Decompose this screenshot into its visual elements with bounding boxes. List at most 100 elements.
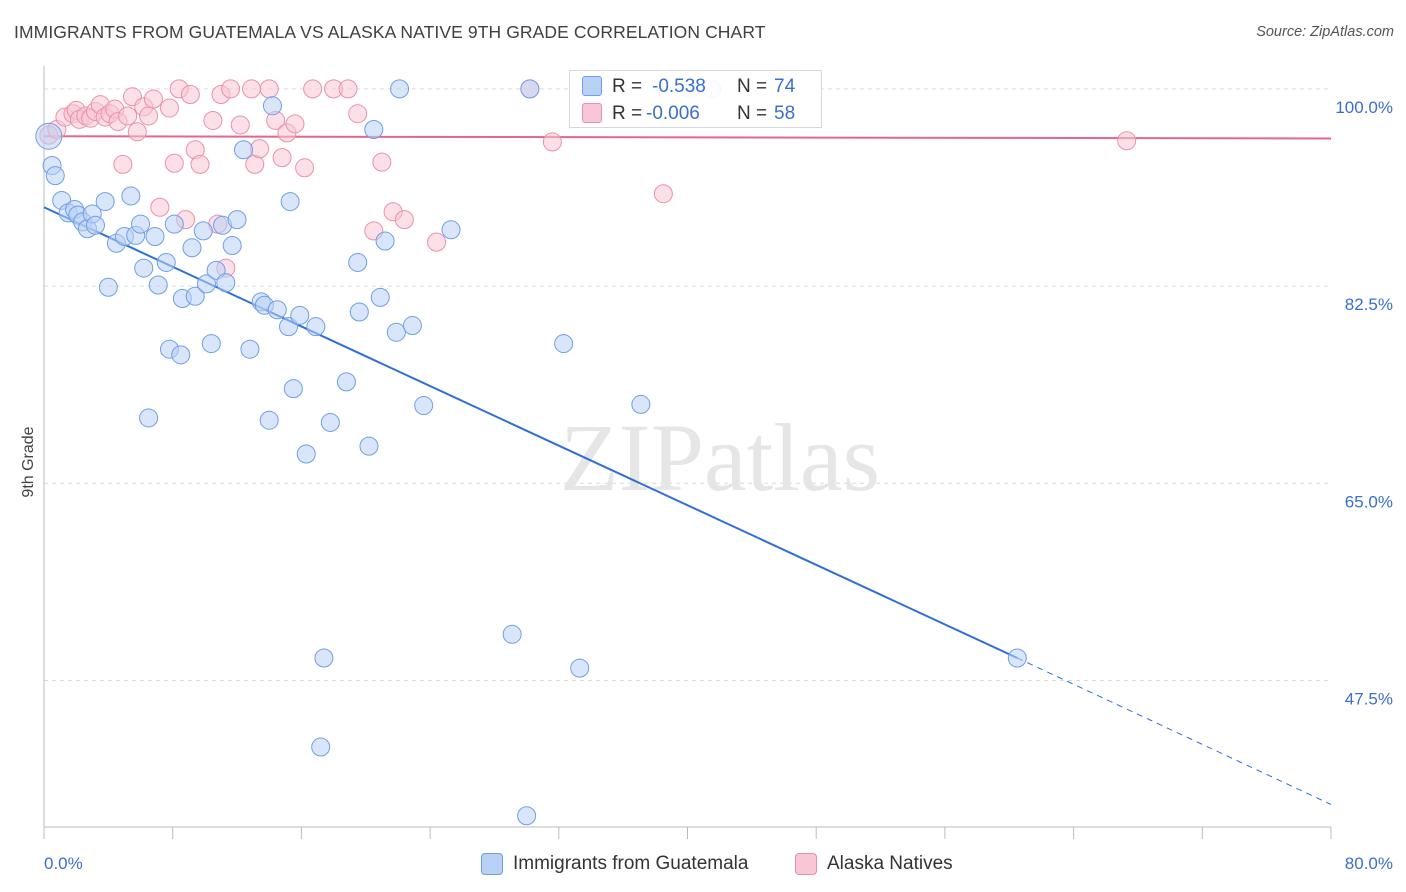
series-legend: Immigrants from Guatemala Alaska Natives <box>0 850 1406 878</box>
trend-line-guatemala-extension <box>1017 657 1332 805</box>
point-guatemala <box>520 79 540 99</box>
point-guatemala <box>290 305 310 325</box>
point-alaska <box>203 110 223 130</box>
point-guatemala <box>370 287 390 307</box>
point-guatemala <box>320 412 340 432</box>
legend-swatch-guatemala <box>481 853 503 875</box>
point-alaska <box>348 104 368 124</box>
r-value-guatemala: -0.538 <box>652 76 706 97</box>
chart-title: IMMIGRANTS FROM GUATEMALA VS ALASKA NATI… <box>14 22 766 42</box>
point-guatemala <box>554 334 574 354</box>
point-guatemala <box>631 394 651 414</box>
point-alaska <box>653 184 673 204</box>
point-guatemala <box>279 317 299 337</box>
point-alaska <box>221 79 241 99</box>
point-guatemala <box>402 316 422 336</box>
point-alaska <box>118 106 138 126</box>
point-alaska <box>295 158 315 178</box>
point-guatemala <box>283 379 303 399</box>
n-value-alaska: 58 <box>774 103 796 124</box>
point-guatemala <box>121 186 141 206</box>
point-guatemala <box>314 648 334 668</box>
point-alaska <box>143 89 163 109</box>
legend-label-guatemala: Immigrants from Guatemala <box>513 853 749 874</box>
point-guatemala <box>139 408 159 428</box>
legend-swatch-guatemala <box>582 76 602 96</box>
point-guatemala <box>364 119 384 139</box>
point-alaska <box>164 153 184 173</box>
point-guatemala <box>349 302 369 322</box>
point-alaska <box>372 152 392 172</box>
stats-legend: R = -0.538 N = 74 R = -0.006 N = 58 <box>569 70 822 128</box>
point-guatemala <box>85 215 105 235</box>
r-label: R = <box>612 103 643 124</box>
point-alaska <box>259 79 279 99</box>
point-guatemala <box>262 96 282 116</box>
point-guatemala <box>414 396 434 416</box>
point-alaska <box>242 79 262 99</box>
point-guatemala <box>182 238 202 258</box>
r-value-alaska: -0.006 <box>646 103 700 124</box>
point-alaska <box>272 148 292 168</box>
point-guatemala <box>390 79 410 99</box>
point-guatemala <box>311 737 331 757</box>
point-guatemala <box>375 231 395 251</box>
n-label: N = <box>737 103 768 124</box>
point-alaska <box>230 115 250 135</box>
legend-swatch-alaska <box>795 853 817 875</box>
point-alaska <box>150 197 170 217</box>
point-alaska <box>113 154 133 174</box>
point-guatemala <box>156 252 176 272</box>
point-guatemala <box>570 658 590 678</box>
point-guatemala <box>222 236 242 256</box>
point-alaska <box>1117 131 1137 151</box>
point-alaska <box>180 85 200 105</box>
point-guatemala <box>171 345 191 365</box>
point-guatemala <box>193 221 213 241</box>
point-guatemala <box>216 273 236 293</box>
point-guatemala <box>359 436 379 456</box>
y-tick-label: 47.5% <box>1345 690 1393 709</box>
point-guatemala <box>145 227 165 247</box>
x-tick-label-max: 80.0% <box>1345 854 1393 873</box>
point-alaska <box>427 232 447 252</box>
point-alaska <box>285 114 305 134</box>
point-guatemala <box>233 140 253 160</box>
point-guatemala <box>502 624 522 644</box>
scatter-points <box>35 79 1137 826</box>
point-guatemala <box>1007 648 1027 668</box>
y-tick-label: 65.0% <box>1345 492 1393 511</box>
point-guatemala <box>35 122 63 150</box>
r-label: R = <box>612 76 643 97</box>
point-alaska <box>139 106 159 126</box>
point-guatemala <box>148 275 168 295</box>
point-guatemala <box>441 220 461 240</box>
point-guatemala <box>386 322 406 342</box>
y-tick-label: 100.0% <box>1335 98 1393 117</box>
point-guatemala <box>164 214 184 234</box>
chart-source: Source: ZipAtlas.com <box>1256 24 1394 40</box>
axis-labels: 47.5% 65.0% 82.5% 100.0% 0.0% 80.0% 9th Grade <box>20 98 1393 873</box>
point-guatemala <box>227 210 247 230</box>
legend-swatch-alaska <box>582 103 602 123</box>
point-alaska <box>394 210 414 230</box>
point-guatemala <box>45 166 65 186</box>
point-guatemala <box>98 277 118 297</box>
point-guatemala <box>95 192 115 212</box>
point-guatemala <box>348 252 368 272</box>
y-axis-title: 9th Grade <box>20 426 37 497</box>
point-alaska <box>542 132 562 152</box>
point-guatemala <box>185 286 205 306</box>
n-value-guatemala: 74 <box>774 76 796 97</box>
grid-lines <box>44 88 1331 682</box>
point-guatemala <box>240 339 260 359</box>
trend-line-alaska <box>43 135 1332 140</box>
axes <box>43 66 1332 839</box>
point-guatemala <box>196 274 216 294</box>
point-alaska <box>338 79 358 99</box>
point-guatemala <box>134 258 154 278</box>
point-guatemala <box>336 372 356 392</box>
point-alaska <box>250 139 270 159</box>
point-alaska <box>190 154 210 174</box>
